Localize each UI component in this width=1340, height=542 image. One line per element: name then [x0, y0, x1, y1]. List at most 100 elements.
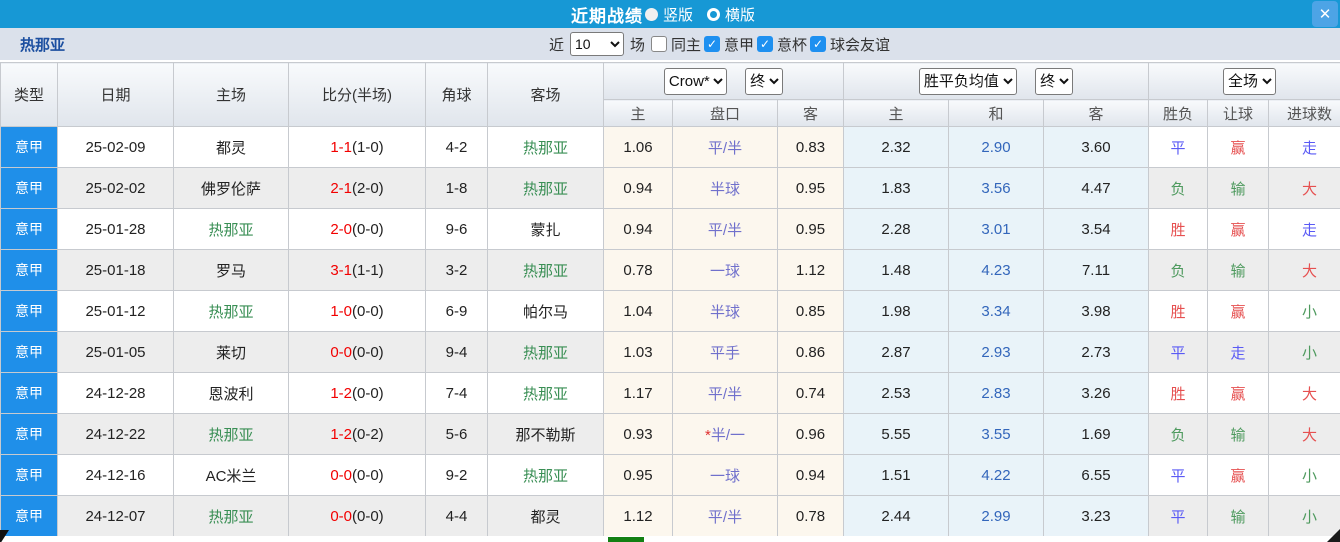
sub-header-handicap: 盘口 — [672, 99, 778, 127]
odds-state-select[interactable]: 终 — [1035, 67, 1074, 95]
col-header-score: 比分(半场) — [288, 62, 426, 127]
sub-header-result: 胜负 — [1148, 99, 1209, 127]
crow-home-odds-cell: 0.78 — [603, 249, 673, 291]
win-odds-cell: 5.55 — [843, 413, 950, 455]
win-odds-cell: 1.48 — [843, 249, 950, 291]
goals-result-cell: 小 — [1268, 290, 1340, 332]
league-cell: 意甲 — [0, 331, 58, 373]
away-team-cell: 热那亚 — [487, 167, 604, 209]
league-cell: 意甲 — [0, 208, 58, 250]
draw-odds-cell: 3.34 — [948, 290, 1045, 332]
draw-odds-cell: 2.99 — [948, 495, 1045, 536]
near-count-select[interactable]: 10 — [569, 32, 624, 56]
resize-grip-icon[interactable] — [1327, 529, 1340, 542]
filter-checkbox[interactable]: ✓ — [757, 36, 774, 52]
lose-odds-cell: 3.23 — [1043, 495, 1150, 536]
odds-type-select[interactable]: 胜平负均值 — [918, 67, 1017, 95]
crow-home-odds-cell: 0.94 — [603, 208, 673, 250]
score-cell: 0-0(0-0) — [288, 331, 426, 373]
result-cell: 负 — [1148, 249, 1209, 291]
table-row: 意甲 24-12-22 热那亚 1-2(0-2) 5-6 那不勒斯 0.93 *半/一 0.96… — [0, 413, 1340, 455]
date-cell: 24-12-28 — [57, 372, 174, 414]
handicap-result-cell: 输 — [1207, 167, 1270, 209]
scrollbar-thumb[interactable] — [608, 537, 644, 542]
filter-checkbox-label: 意杯 — [777, 36, 808, 54]
crow-home-odds-cell: 1.12 — [603, 495, 673, 536]
lose-odds-cell: 3.54 — [1043, 208, 1150, 250]
table-row: 意甲 24-12-07 热那亚 0-0(0-0) 4-4 都灵 1.12 平/半 0.78 2.4… — [0, 495, 1340, 536]
date-cell: 25-01-18 — [57, 249, 174, 291]
handicap-cell: 平/半 — [672, 126, 778, 168]
result-cell: 负 — [1148, 167, 1209, 209]
col-header-home: 主场 — [173, 62, 289, 127]
goals-result-cell: 走 — [1268, 126, 1340, 168]
layout-radio[interactable]: 竖版 — [644, 4, 693, 25]
draw-odds-cell: 4.22 — [948, 454, 1045, 496]
filter-checkbox[interactable]: ✓ — [810, 36, 827, 52]
bookmaker-select[interactable]: Crow* — [663, 67, 727, 95]
sub-header-odds-draw: 和 — [948, 99, 1045, 127]
date-cell: 24-12-07 — [57, 495, 174, 536]
draw-odds-cell: 3.01 — [948, 208, 1045, 250]
handicap-result-cell: 走 — [1207, 331, 1270, 373]
table-row: 意甲 25-01-05 莱切 0-0(0-0) 9-4 热那亚 1.03 平手 0.86 2.87… — [0, 331, 1340, 373]
crow-away-odds-cell: 0.85 — [776, 290, 845, 332]
filter-checkbox[interactable] — [650, 36, 667, 52]
home-team-cell: 热那亚 — [173, 208, 289, 250]
col-header-date: 日期 — [57, 62, 174, 127]
league-cell: 意甲 — [0, 413, 58, 455]
goals-result-cell: 大 — [1268, 167, 1340, 209]
layout-radio-label: 竖版 — [662, 6, 693, 24]
corner-cell: 7-4 — [425, 372, 488, 414]
table-row: 意甲 25-02-09 都灵 1-1(1-0) 4-2 热那亚 1.06 平/半 0.83 2.3… — [0, 126, 1340, 168]
draw-odds-cell: 2.83 — [948, 372, 1045, 414]
filter-controls: 近 10 场 同主 ✓ 意甲 ✓ 意杯 ✓ 球会友谊 — [545, 32, 891, 56]
handicap-select-group: Crow* 终 — [602, 62, 845, 100]
close-button[interactable]: ✕ — [1312, 1, 1338, 27]
win-odds-cell: 2.28 — [843, 208, 950, 250]
handicap-result-cell: 赢 — [1207, 208, 1270, 250]
result-cell: 平 — [1148, 495, 1209, 536]
handicap-cell: 一球 — [672, 454, 778, 496]
result-cell: 平 — [1148, 331, 1209, 373]
results-tbody: 意甲 25-02-09 都灵 1-1(1-0) 4-2 热那亚 1.06 平/半 0.83 2.3… — [0, 126, 1340, 536]
crow-home-odds-cell: 1.17 — [603, 372, 673, 414]
lose-odds-cell: 3.26 — [1043, 372, 1150, 414]
crow-away-odds-cell: 0.96 — [776, 413, 845, 455]
corner-cell: 5-6 — [425, 413, 488, 455]
table-row: 意甲 25-01-12 热那亚 1-0(0-0) 6-9 帕尔马 1.04 半球 0.85 1.9… — [0, 290, 1340, 332]
handicap-cell: 一球 — [672, 249, 778, 291]
col-header-corner: 角球 — [425, 62, 488, 127]
goals-result-cell: 小 — [1268, 495, 1340, 536]
table-row: 意甲 24-12-28 恩波利 1-2(0-0) 7-4 热那亚 1.17 平/半 0.74 2.… — [0, 372, 1340, 414]
result-cell: 胜 — [1148, 372, 1209, 414]
scope-select[interactable]: 全场 — [1223, 67, 1277, 95]
date-cell: 25-01-12 — [57, 290, 174, 332]
filter-checkbox[interactable]: ✓ — [704, 36, 720, 52]
handicap-cell: 半球 — [672, 290, 778, 332]
league-cell: 意甲 — [0, 495, 58, 536]
away-team-cell: 热那亚 — [487, 372, 604, 414]
corner-cell: 4-4 — [425, 495, 488, 536]
filter-checkbox-label: 同主 — [670, 36, 701, 54]
corner-cell: 9-4 — [425, 331, 488, 373]
title-bar: 近期战绩 竖版 横版 ✕ — [0, 0, 1340, 28]
league-cell: 意甲 — [0, 167, 58, 209]
win-odds-cell: 1.83 — [843, 167, 950, 209]
crow-home-odds-cell: 1.03 — [603, 331, 673, 373]
bookmaker-state-select[interactable]: 终 — [745, 67, 784, 95]
goals-result-cell: 小 — [1268, 331, 1340, 373]
score-cell: 1-0(0-0) — [288, 290, 426, 332]
date-cell: 24-12-22 — [57, 413, 174, 455]
date-cell: 25-01-05 — [57, 331, 174, 373]
score-cell: 1-2(0-0) — [288, 372, 426, 414]
away-team-cell: 热那亚 — [487, 454, 604, 496]
sub-header-let: 让球 — [1207, 99, 1270, 127]
layout-radio[interactable]: 横版 — [707, 4, 755, 25]
odds-select-group: 胜平负均值 终 — [843, 62, 1150, 100]
handicap-result-cell: 赢 — [1207, 372, 1270, 414]
crow-away-odds-cell: 0.83 — [776, 126, 845, 168]
filter-checkbox-label: 意甲 — [724, 36, 755, 54]
home-team-cell: 佛罗伦萨 — [173, 167, 289, 209]
